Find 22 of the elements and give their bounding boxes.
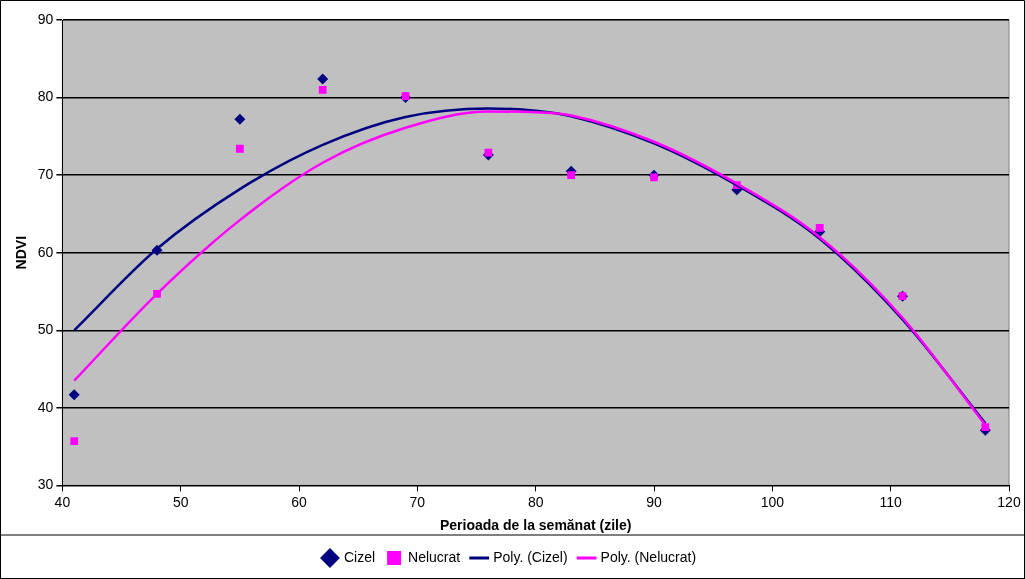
- x-tick-label: 110: [879, 493, 903, 510]
- x-tick-label: 80: [527, 493, 544, 510]
- y-tick-label: 70: [37, 165, 54, 182]
- legend-label: Nelucrat: [408, 548, 461, 565]
- y-tick-label: 40: [37, 398, 54, 415]
- x-tick-label: 70: [409, 493, 426, 510]
- y-tick-label: 80: [37, 88, 54, 105]
- y-axis-title: NDVI: [13, 235, 30, 270]
- y-tick-label: 90: [37, 10, 54, 27]
- legend-label: Poly. (Cizel): [493, 548, 568, 565]
- x-tick-label: 120: [997, 493, 1021, 510]
- x-tick-label: 100: [760, 493, 785, 510]
- x-tick-label: 50: [172, 493, 189, 510]
- x-axis-title: Perioada de la semănat (zile): [439, 517, 632, 534]
- x-tick-label: 40: [54, 493, 71, 510]
- y-tick-label: 50: [37, 321, 54, 338]
- x-tick-label: 60: [291, 493, 308, 510]
- y-tick-label: 60: [37, 243, 54, 260]
- y-tick-label: 30: [37, 476, 54, 493]
- x-tick-label: 90: [646, 493, 663, 510]
- legend-label: Poly. (Nelucrat): [600, 548, 697, 565]
- legend-label: Cizel: [343, 548, 376, 565]
